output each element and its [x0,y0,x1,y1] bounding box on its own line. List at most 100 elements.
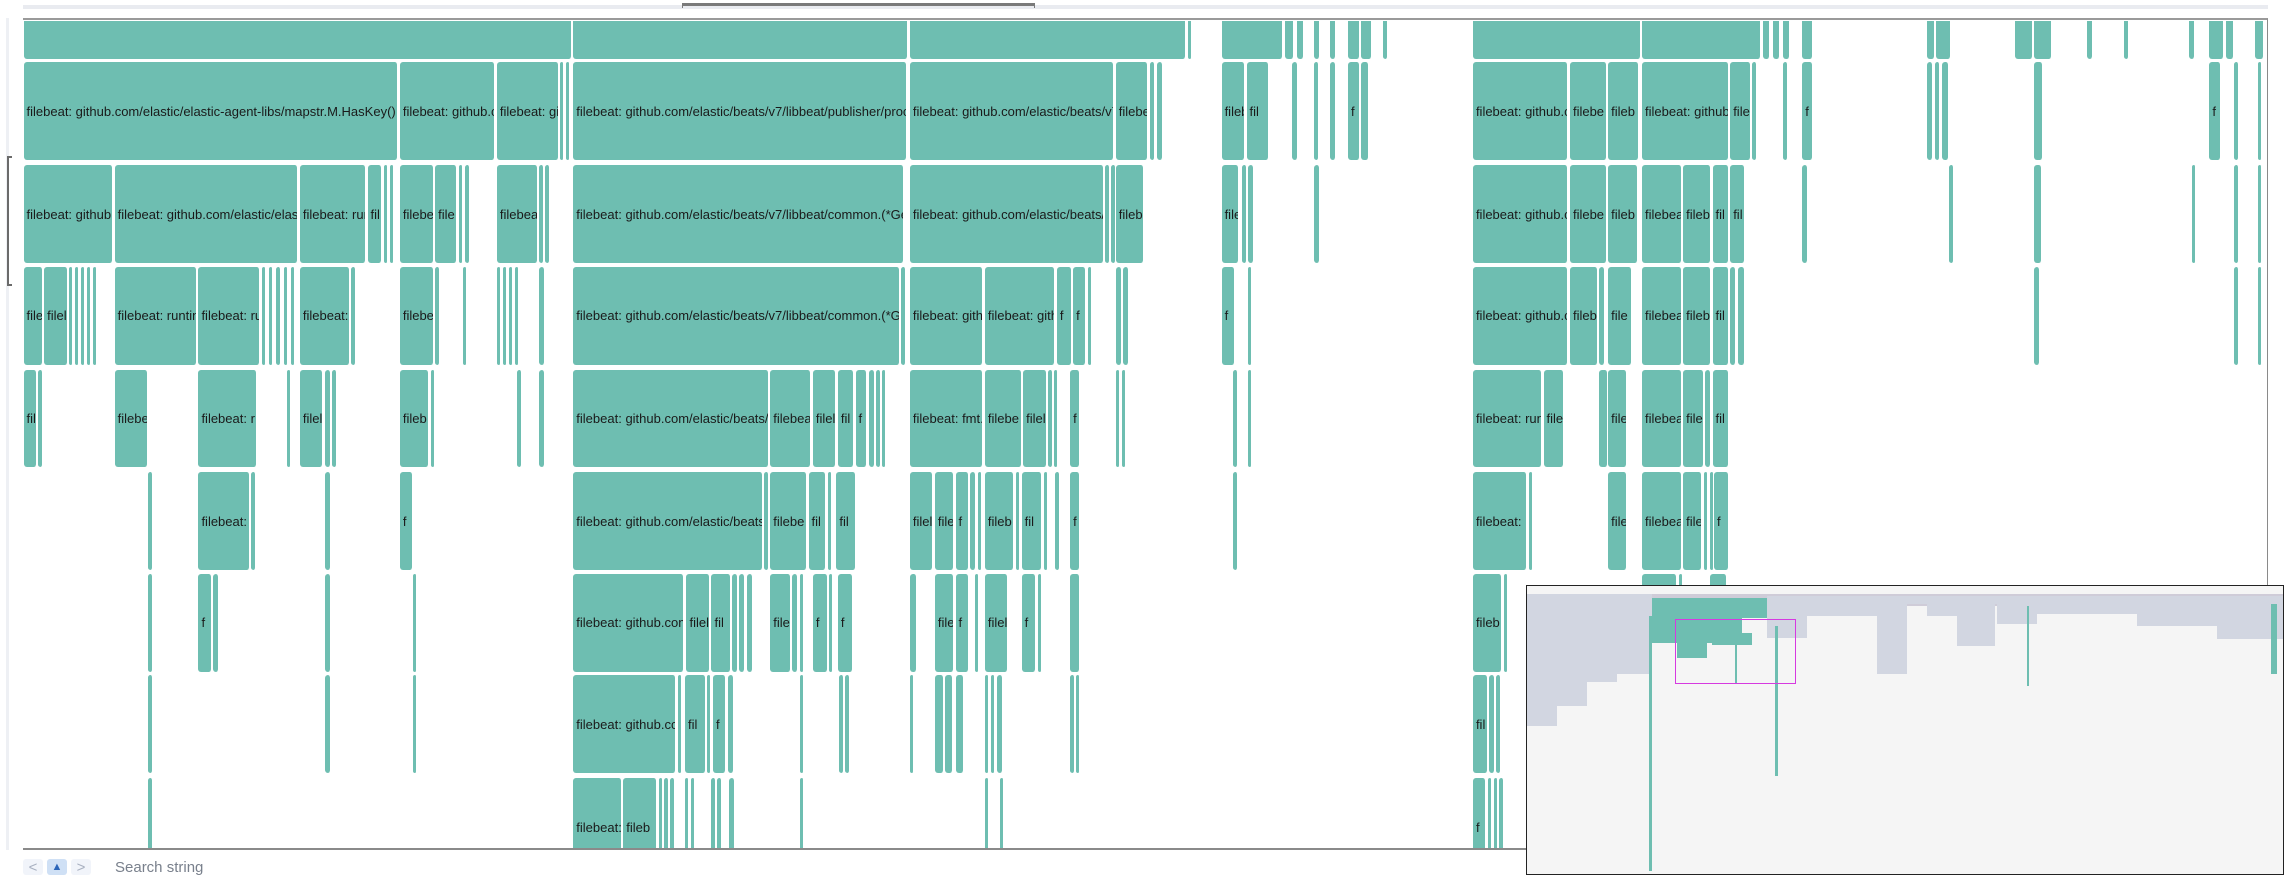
flame-frame[interactable]: filebeat: github.c [23,165,114,264]
flame-frame[interactable] [69,266,74,365]
flame-frame[interactable] [86,266,92,365]
flame-frame[interactable] [269,266,274,365]
flame-frame[interactable]: filebeat: github.com/elastic/beats/v7/li… [573,266,900,365]
flame-frame[interactable] [1296,21,1304,59]
flame-frame[interactable] [909,573,918,672]
flame-frame[interactable]: f [1070,369,1081,468]
flame-frame[interactable] [799,675,805,774]
flame-frame[interactable]: fileb [623,778,658,848]
flame-frame[interactable] [1233,472,1238,571]
flame-frame[interactable]: filebeat: github.com/elastic/beats/v7 [909,165,1104,264]
flame-frame[interactable] [1087,266,1093,365]
flame-frame[interactable]: fil [1730,165,1745,264]
flame-frame[interactable]: filebeat [1115,62,1149,161]
flame-frame[interactable] [1292,62,1298,161]
flame-frame[interactable] [1248,165,1254,264]
flame-frame[interactable] [2188,21,2195,59]
flame-frame[interactable] [799,778,805,848]
flame-frame[interactable] [1949,165,1954,264]
flame-frame[interactable]: filebe [770,472,808,571]
minimap-viewport[interactable] [1675,619,1796,684]
flame-frame[interactable] [464,165,471,264]
flame-frame[interactable]: filebea [1641,369,1682,468]
flame-frame[interactable] [1641,21,1762,59]
flame-frame[interactable]: file [934,573,955,672]
flame-frame[interactable] [1762,21,1770,59]
flame-frame[interactable] [1149,62,1156,161]
flame-frame[interactable] [1361,62,1369,161]
flame-frame[interactable]: filebeat: github.c [399,62,496,161]
flame-frame[interactable]: filebeat: fmt.I [909,369,984,468]
flame-frame[interactable] [876,369,881,468]
flame-frame[interactable] [351,266,356,365]
previous-match-button[interactable]: < [23,859,43,876]
flame-frame[interactable] [901,266,906,365]
flame-frame[interactable] [1048,369,1053,468]
flame-frame[interactable] [74,266,80,365]
flame-frame[interactable] [1599,266,1606,365]
flame-frame[interactable]: filebe [1569,165,1607,264]
flame-frame[interactable] [1772,21,1781,59]
flame-frame[interactable]: filel [909,472,934,571]
flame-frame[interactable] [430,369,436,468]
flame-frame[interactable] [1015,472,1021,571]
flame-frame[interactable]: filebeat: run [299,165,367,264]
flame-frame[interactable] [92,266,98,365]
flame-frame[interactable] [2034,266,2041,365]
flame-frame[interactable]: fil [808,472,827,571]
flame-frame[interactable] [1043,472,1049,571]
flame-frame[interactable] [2034,165,2042,264]
flame-frame[interactable] [868,369,875,468]
flame-frame[interactable]: filebe [1569,62,1607,161]
flame-frame[interactable] [2254,21,2264,59]
flame-frame[interactable]: filebea [1641,165,1682,264]
flame-frame[interactable]: f [955,472,969,571]
flame-frame[interactable] [827,472,833,571]
flame-frame[interactable]: fil [1021,472,1043,571]
flame-frame[interactable] [945,675,953,774]
flame-frame[interactable] [291,266,296,365]
flame-frame[interactable] [1330,21,1337,59]
flame-frame[interactable] [539,266,546,365]
flame-frame[interactable]: fil [685,675,706,774]
flame-frame[interactable]: filebeat: github [1641,62,1729,161]
flame-frame[interactable] [996,675,1003,774]
flame-frame[interactable] [792,573,799,672]
flame-frame[interactable]: f [955,573,969,672]
flame-frame[interactable] [829,573,834,672]
flame-frame[interactable] [508,266,514,365]
flame-frame[interactable]: filel [299,369,324,468]
flame-frame[interactable] [1730,266,1737,365]
flame-frame[interactable]: filebeat: [573,778,622,848]
flame-frame[interactable] [1248,369,1253,468]
flame-frame[interactable] [1783,62,1788,161]
flame-frame[interactable] [565,62,571,161]
flame-frame[interactable] [1330,62,1337,161]
flame-frame[interactable]: f [712,675,727,774]
flame-frame[interactable] [1070,573,1081,672]
flame-frame[interactable]: fileb [1608,62,1640,161]
flame-frame[interactable]: file [1683,369,1704,468]
flame-frame[interactable]: filebeat: r [198,369,258,468]
flame-frame[interactable]: fileb [1683,165,1712,264]
flame-frame[interactable] [934,675,944,774]
flame-frame[interactable] [2034,21,2053,59]
vertical-scrollbar[interactable] [6,18,9,850]
flame-frame[interactable] [1121,369,1127,468]
flame-frame[interactable] [539,165,544,264]
flame-frame[interactable] [990,675,996,774]
flame-frame[interactable]: file [1683,472,1703,571]
flame-frame[interactable]: file [1608,369,1628,468]
flame-frame[interactable]: filebeat: github.cc [573,675,677,774]
flame-frame[interactable] [1314,165,1321,264]
flame-frame[interactable]: filebeat: github.com/elastic/beats/\ [573,472,763,571]
flame-frame[interactable]: filebeat: github.com/elastic/beats/v7/li [909,62,1115,161]
flame-frame[interactable]: filel [44,266,68,365]
flame-frame[interactable] [1709,472,1715,571]
flame-frame[interactable]: f [1221,266,1235,365]
flame-frame[interactable] [1783,21,1791,59]
flame-frame[interactable] [1123,266,1129,365]
flame-frame[interactable] [2015,21,2033,59]
flame-frame[interactable]: filebeat: github.c [1472,165,1569,264]
flame-frame[interactable] [545,165,550,264]
